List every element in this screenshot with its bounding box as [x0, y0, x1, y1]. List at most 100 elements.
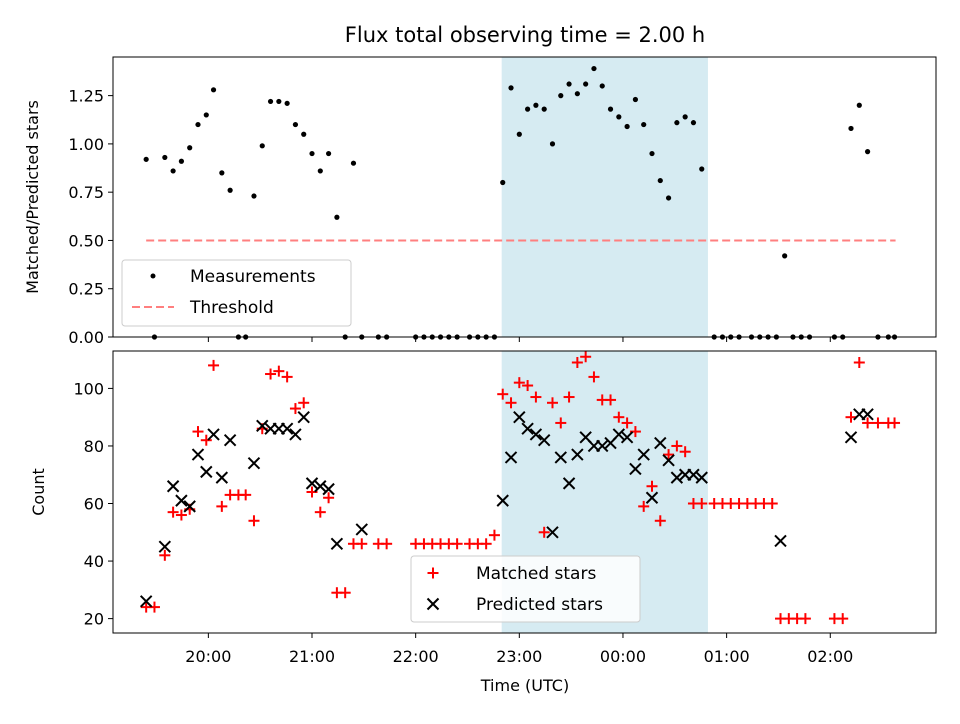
measurement-point [317, 168, 323, 174]
predicted-star-point [314, 480, 327, 493]
measurement-point [864, 149, 871, 155]
measurement-point [508, 85, 514, 91]
predicted-star-point [774, 534, 787, 548]
matched-star-point [538, 526, 550, 538]
measurement-point [516, 131, 522, 137]
predicted-star-point [645, 491, 659, 504]
matched-star-point [696, 498, 708, 510]
matched-star-point [513, 377, 525, 389]
predicted-star-point [861, 408, 874, 421]
measurement-point [591, 65, 597, 72]
measurement-point [267, 98, 274, 105]
predicted-star-point [695, 471, 708, 484]
measurement-points [143, 65, 898, 340]
bottom-xtick-label: 02:00 [807, 647, 853, 666]
bottom-ytick-label: 60 [84, 495, 104, 514]
top-legend-box [121, 259, 352, 327]
measurement-point [649, 150, 655, 157]
matched-star-point [281, 371, 293, 383]
predicted-star-point [571, 448, 584, 461]
predicted-star-point [297, 410, 310, 424]
predicted-star-point [496, 494, 509, 507]
matched-star-point [192, 426, 204, 438]
measurement-point [292, 121, 299, 128]
predicted-star-point [662, 454, 675, 467]
legend-matched-marker [427, 567, 439, 579]
matched-star-point [837, 613, 849, 625]
top-legend: Measurements Threshold [121, 259, 352, 327]
bottom-legend-box [410, 555, 641, 623]
predicted-star-point [247, 457, 261, 470]
matched-star-point [845, 411, 857, 423]
measurement-point [607, 106, 614, 112]
measurement-point [143, 156, 149, 162]
matched-star-point [298, 397, 310, 409]
matched-star-point [289, 403, 301, 415]
matched-star-point [314, 506, 326, 518]
predicted-star-point [289, 428, 302, 441]
predicted-star-point [191, 448, 205, 461]
matched-star-point [563, 391, 575, 403]
matched-star-point [356, 538, 368, 550]
top-axes: 0.00 0.25 0.50 0.75 1.00 1.25 [68, 87, 831, 347]
predicted-star-point [322, 482, 335, 496]
bottom-legend: Matched stars Predicted stars [410, 555, 641, 623]
measurement-point [301, 131, 307, 137]
measurement-point [549, 141, 556, 147]
predicted-star-point [305, 477, 319, 490]
bottom-ytick-label: 20 [84, 610, 104, 629]
predicted-star-point [215, 471, 229, 484]
measurement-point [674, 120, 680, 126]
predicted-star-point [844, 431, 858, 444]
predicted-star-point [504, 451, 518, 464]
legend-predicted-x [426, 597, 440, 611]
matched-star-point [265, 368, 277, 380]
matched-star-point [208, 359, 220, 371]
measurement-point [162, 154, 168, 161]
bottom-xtick-label: 23:00 [496, 647, 542, 666]
figure-title: Flux total observing time = 2.00 h [345, 23, 705, 47]
top-ytick-label: 1.00 [68, 135, 104, 154]
measurement-point [856, 102, 862, 108]
matched-star-point [872, 417, 884, 429]
measurement-point [583, 81, 589, 87]
matched-star-point [555, 417, 567, 429]
bottom-panel: 20 40 60 80 100 20:00 21:00 22:00 23:00 00:00 01:0… [29, 350, 937, 695]
measurement-point [624, 123, 630, 130]
measurement-point [848, 125, 854, 132]
measurement-point [251, 193, 257, 199]
matched-star-point [522, 380, 534, 392]
matched-star-point [248, 515, 260, 527]
matched-star-point [889, 417, 901, 429]
measurement-point [665, 195, 672, 201]
bottom-ytick-label: 80 [84, 437, 104, 456]
measurement-point [782, 253, 788, 259]
predicted-stars-points [139, 408, 874, 608]
matched-star-point [167, 506, 179, 518]
matched-star-point [853, 357, 865, 369]
measurement-point [558, 93, 564, 99]
matched-star-point [200, 434, 212, 446]
predicted-star-point [200, 465, 213, 479]
measurement-point [309, 150, 315, 157]
measurement-point [219, 170, 225, 176]
matched-star-point [671, 440, 683, 452]
predicted-star-point [596, 439, 609, 453]
legend-measurements-marker [150, 273, 156, 279]
matched-star-point [497, 388, 509, 400]
matched-star-point [679, 446, 691, 458]
predicted-star-point [256, 419, 269, 433]
measurement-point [350, 160, 357, 166]
measurement-point [641, 121, 647, 128]
top-ytick-label: 0.75 [68, 183, 104, 202]
top-panel: 0.00 0.25 0.50 0.75 1.00 1.25 Matched/Predict… [23, 56, 937, 347]
measurement-point [574, 91, 580, 97]
matched-star-point [621, 417, 633, 429]
predicted-star-point [175, 494, 188, 507]
measurement-point [500, 179, 506, 186]
measurement-point [284, 100, 290, 106]
matched-star-point [339, 587, 351, 599]
measurement-point [632, 96, 639, 103]
matched-star-point [638, 500, 650, 512]
matched-star-point [571, 357, 583, 369]
